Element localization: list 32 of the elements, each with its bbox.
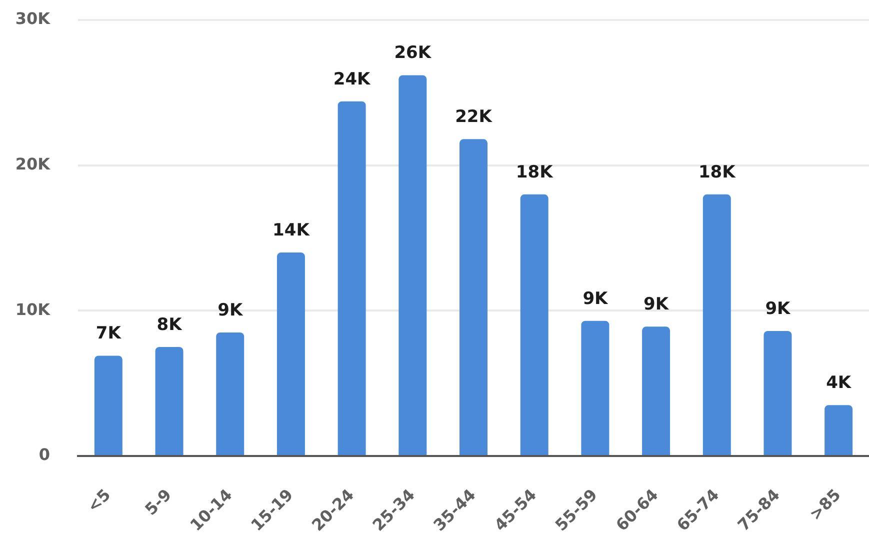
x-tick-label: 5-9 [141,485,176,519]
data-label: 8K [156,314,183,335]
data-label: 9K [644,294,670,315]
bar [94,356,122,455]
data-label: 18K [516,162,554,182]
bar [338,101,366,455]
data-label: 9K [582,288,609,309]
bar [398,75,427,455]
x-tick-label: <5 [83,485,114,516]
data-label: 9K [765,298,792,319]
y-tick-label: 30K [15,9,51,28]
bar [276,252,305,455]
bar [460,139,488,455]
data-label: 24K [333,69,372,90]
bar [642,326,670,455]
bar [581,320,610,455]
y-tick-label: 20K [15,154,51,174]
data-label: 22K [455,107,493,128]
bar [216,332,244,455]
data-label: 4K [826,373,852,394]
bar [155,347,184,455]
data-label: 7K [96,324,122,344]
y-tick-label: 10K [15,300,51,319]
bar [824,405,853,455]
bar [520,194,548,455]
data-label: 14K [272,220,310,240]
data-label: 9K [218,300,244,320]
bar [764,331,792,455]
data-label: 18K [698,162,736,182]
bar [702,194,731,455]
y-tick-label: 0 [38,445,50,464]
data-label: 26K [394,43,432,64]
